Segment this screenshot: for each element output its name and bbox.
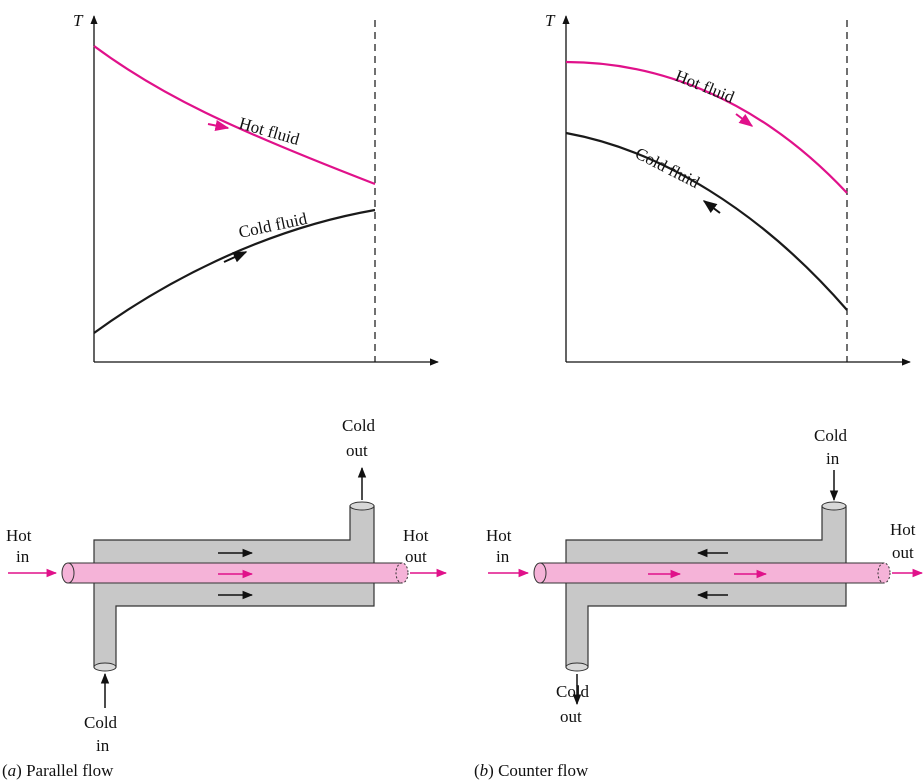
tube-right-end [395,562,409,584]
parallel-flow-graph: T Hot fluid Cold fluid [73,11,439,366]
cold-in-label-2: in [826,449,840,468]
shell [565,505,847,668]
hot-fluid-label: Hot fluid [673,66,738,107]
cold-in-label-1: Cold [84,713,118,732]
y-axis-label: T [73,11,84,30]
cold-in-label-1: Cold [814,426,848,445]
hot-in-label-1: Hot [486,526,512,545]
hot-fluid-curve [93,45,376,186]
cold-in-pipe-end [821,501,847,511]
parallel-flow-exchanger: Hot in Hot out Cold out Cold in [6,416,448,755]
shell [93,505,375,668]
hot-fluid-label: Hot fluid [237,114,302,149]
inner-tube [67,562,403,584]
hot-out-label-2: out [892,543,914,562]
tube-left-end [61,562,75,584]
caption-a: (a) Parallel flow [2,761,114,780]
hot-out-label-2: out [405,547,427,566]
cold-fluid-curve [565,131,848,311]
hot-out-label-1: Hot [403,526,429,545]
hot-out-label-1: Hot [890,520,916,539]
hot-fluid-arrow [735,113,754,127]
hot-fluid-curve [565,60,848,194]
cold-out-label-2: out [560,707,582,726]
counter-flow-graph: T Hot fluid Cold fluid [545,11,911,366]
cold-out-label-2: out [346,441,368,460]
cold-fluid-arrow [223,251,248,263]
cold-out-pipe-end [349,501,375,511]
cold-in-pipe-end [93,662,117,672]
caption-b: (b) Counter flow [474,761,589,780]
hot-in-label-1: Hot [6,526,32,545]
cold-fluid-label: Cold fluid [632,144,703,193]
cold-out-label-1: Cold [342,416,376,435]
cold-out-pipe-end [565,662,589,672]
hot-fluid-arrow [207,120,230,132]
counter-flow-exchanger: Hot in Hot out Cold in Cold out [486,426,924,726]
cold-in-label-2: in [96,736,110,755]
tube-right-end [877,562,891,584]
inner-tube [539,562,885,584]
cold-fluid-arrow [702,200,721,214]
cold-out-label-1: Cold [556,682,590,701]
cold-fluid-curve [93,208,376,334]
y-axis-label: T [545,11,556,30]
hot-in-label-2: in [496,547,510,566]
hot-in-label-2: in [16,547,30,566]
tube-left-end [533,562,547,584]
